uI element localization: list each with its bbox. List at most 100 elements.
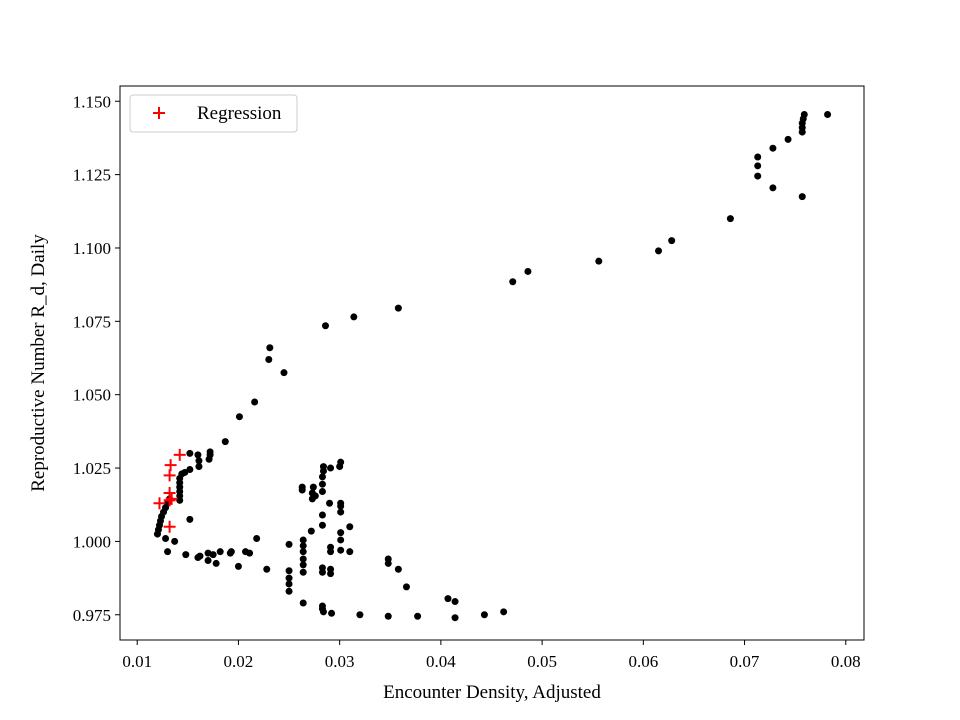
data-point (346, 548, 354, 556)
data-point (444, 595, 452, 603)
data-point (337, 536, 345, 544)
data-point (337, 546, 345, 554)
data-point (251, 398, 259, 406)
regression-point (153, 497, 166, 510)
data-point (235, 413, 243, 421)
data-point (299, 542, 307, 550)
data-point (299, 599, 307, 607)
data-point (285, 567, 293, 575)
data-point (668, 237, 676, 245)
data-point (307, 527, 315, 535)
data-point (221, 438, 229, 446)
y-tick-label: 1.050 (73, 386, 111, 405)
data-point (182, 551, 190, 559)
x-tick-label: 0.03 (325, 652, 355, 671)
data-point (824, 110, 832, 118)
x-axis: 0.01 0.02 0.03 0.04 0.05 0.06 0.07 0.08 (122, 640, 861, 671)
data-point (195, 463, 203, 471)
data-point (451, 614, 459, 622)
y-axis: 0.975 1.000 1.025 1.050 1.075 1.100 1.125 1.150 (73, 92, 120, 625)
data-point (216, 548, 224, 556)
data-point (253, 534, 261, 542)
y-axis-label: Reproductive Number R_d, Daily (28, 234, 49, 492)
data-point (196, 552, 204, 560)
data-point (164, 548, 172, 556)
data-point (285, 580, 293, 588)
data-point (800, 110, 808, 118)
legend-marker-plus (153, 107, 165, 119)
data-point (186, 466, 194, 474)
data-point (327, 464, 335, 472)
data-point (206, 448, 214, 456)
data-point (319, 608, 327, 616)
x-axis-label: Encounter Density, Adjusted (383, 682, 601, 703)
y-tick-label: 1.075 (73, 312, 111, 331)
data-point (285, 540, 293, 548)
data-point (726, 215, 734, 223)
data-point (337, 508, 345, 516)
y-tick-label: 0.975 (73, 606, 111, 625)
data-point (212, 559, 220, 567)
data-point (337, 529, 345, 537)
data-point (265, 355, 273, 363)
y-tick-label: 1.125 (73, 166, 111, 185)
data-point (318, 511, 326, 519)
x-tick-label: 0.07 (730, 652, 760, 671)
data-point (266, 344, 274, 352)
data-point (285, 574, 293, 582)
x-tick-label: 0.06 (628, 652, 658, 671)
data-point (209, 551, 217, 559)
x-tick-label: 0.05 (527, 652, 557, 671)
data-point (327, 570, 335, 578)
data-point (319, 463, 327, 471)
data-point (402, 583, 410, 591)
data-point (394, 565, 402, 573)
data-point (318, 488, 326, 496)
y-tick-label: 1.150 (73, 92, 111, 111)
data-point (234, 562, 242, 570)
data-point (655, 247, 663, 255)
data-markers (153, 110, 832, 622)
data-point (394, 304, 402, 312)
data-point (595, 257, 603, 265)
data-point (384, 559, 392, 567)
regression-point (163, 520, 176, 533)
data-point (299, 536, 307, 544)
data-point (171, 537, 179, 545)
data-point (328, 609, 336, 617)
data-point (285, 587, 293, 595)
legend-box (129, 94, 298, 133)
data-point (311, 492, 319, 500)
data-point (480, 611, 488, 619)
data-point (500, 608, 508, 616)
data-point (318, 473, 326, 481)
data-point (769, 184, 777, 192)
data-point (754, 162, 762, 170)
x-tick-label: 0.08 (831, 652, 861, 671)
regression-point (163, 469, 176, 482)
data-point (204, 556, 212, 564)
data-point (350, 313, 358, 321)
data-point (346, 523, 354, 531)
data-point (356, 611, 364, 619)
data-point (327, 548, 335, 556)
data-point (784, 135, 792, 143)
x-tick-label: 0.01 (122, 652, 152, 671)
data-point (195, 457, 203, 465)
data-point (337, 458, 345, 466)
data-point (384, 612, 392, 620)
data-point (524, 267, 532, 275)
plot-background (120, 86, 864, 640)
data-point (318, 521, 326, 529)
regression-point (173, 448, 186, 461)
data-point (798, 193, 806, 201)
data-point (769, 144, 777, 152)
y-tick-label: 1.025 (73, 459, 111, 478)
legend: Regression (129, 94, 298, 133)
data-point (299, 568, 307, 576)
data-point (321, 322, 329, 330)
data-point (451, 598, 459, 606)
regression-point (165, 492, 178, 505)
data-point (186, 449, 194, 457)
